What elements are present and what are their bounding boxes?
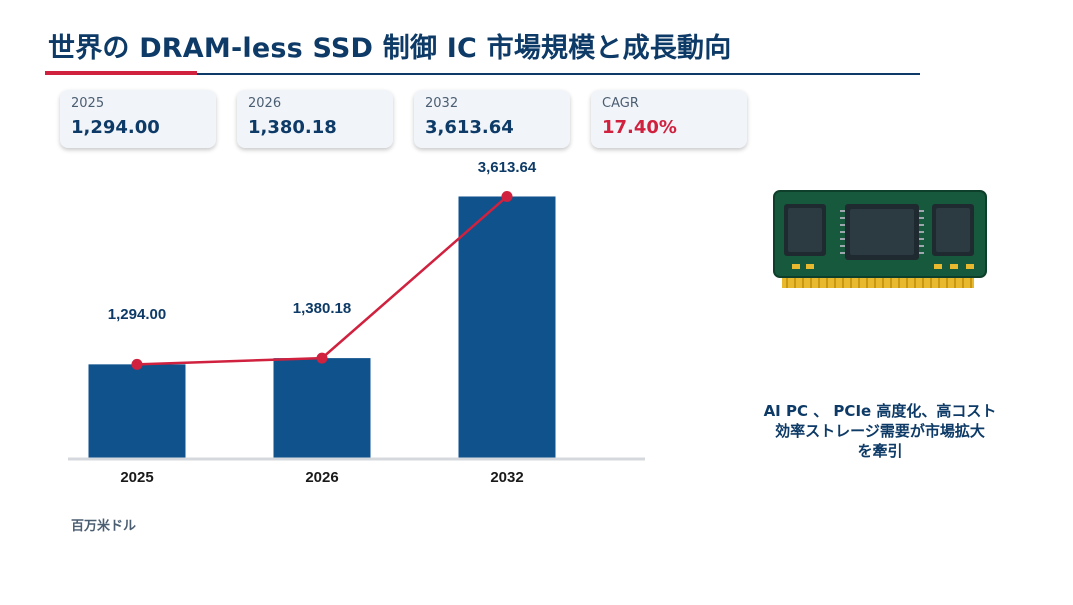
line-point bbox=[501, 190, 513, 202]
driver-line: 効率ストレージ需要が市場拡大 bbox=[775, 422, 985, 440]
bar bbox=[458, 196, 556, 458]
kpi-label: 2025 bbox=[71, 96, 105, 111]
line-point bbox=[131, 358, 143, 370]
data-label: 3,613.64 bbox=[478, 159, 537, 176]
x-tick-label: 2025 bbox=[120, 469, 153, 486]
kpi-card-cagr: CAGR 17.40% bbox=[591, 90, 747, 148]
data-label: 1,380.18 bbox=[293, 300, 351, 317]
data-label: 1,294.00 bbox=[108, 306, 166, 323]
x-tick-label: 2032 bbox=[490, 469, 523, 486]
kpi-value: 1,380.18 bbox=[248, 117, 337, 138]
title-rule bbox=[45, 73, 920, 75]
line-point bbox=[316, 352, 328, 364]
kpi-label: 2032 bbox=[425, 96, 459, 111]
ssd-chip-icon bbox=[773, 190, 987, 288]
driver-line: を牽引 bbox=[857, 442, 903, 460]
unit-label: 百万米ドル bbox=[71, 519, 137, 534]
kpi-value: 1,294.00 bbox=[71, 117, 160, 138]
kpi-label: CAGR bbox=[602, 96, 639, 111]
bar bbox=[88, 364, 186, 458]
series-line bbox=[136, 195, 508, 366]
kpi-card-2032: 2032 3,613.64 bbox=[414, 90, 570, 148]
page-title: 世界の DRAM-less SSD 制御 IC 市場規模と成長動向 bbox=[48, 33, 732, 64]
title-accent bbox=[45, 71, 197, 75]
kpi-value: 3,613.64 bbox=[425, 117, 514, 138]
market-driver-text: AI PC 、 PCIe 高度化、高コスト 効率ストレージ需要が市場拡大 を牽引 bbox=[730, 401, 1030, 461]
bar bbox=[273, 358, 371, 458]
kpi-label: 2026 bbox=[248, 96, 282, 111]
kpi-card-2025: 2025 1,294.00 bbox=[60, 90, 216, 148]
driver-line: AI PC 、 PCIe 高度化、高コスト bbox=[763, 402, 997, 420]
kpi-card-2026: 2026 1,380.18 bbox=[237, 90, 393, 148]
kpi-value-cagr: 17.40% bbox=[602, 117, 677, 138]
x-tick-label: 2026 bbox=[305, 469, 338, 486]
